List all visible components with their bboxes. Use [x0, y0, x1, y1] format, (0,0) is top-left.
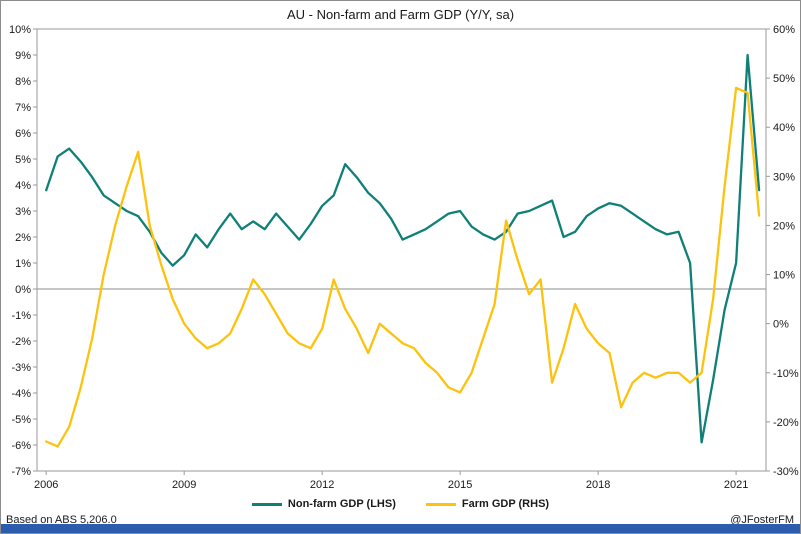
- y-left-tick-label: -7%: [11, 466, 31, 478]
- y-right-tick-label: 10%: [773, 270, 795, 282]
- y-right-tick-label: 50%: [773, 73, 795, 85]
- legend-item-farm: Farm GDP (RHS): [425, 498, 550, 510]
- source-note: Based on ABS 5,206.0: [6, 514, 117, 526]
- y-left-tick-label: 8%: [15, 76, 31, 88]
- x-tick-label: 2021: [724, 479, 748, 491]
- y-right-tick-label: 0%: [773, 319, 789, 331]
- y-right-tick-label: 30%: [773, 171, 795, 183]
- y-right-tick-label: -30%: [773, 466, 799, 478]
- legend-item-nonfarm: Non-farm GDP (LHS): [251, 498, 396, 510]
- x-tick-label: 2006: [34, 479, 58, 491]
- y-right-tick-label: 40%: [773, 122, 795, 134]
- y-left-tick-label: -2%: [11, 336, 31, 348]
- x-tick-label: 2009: [172, 479, 196, 491]
- y-left-tick-label: 10%: [9, 24, 31, 36]
- gdp-chart-svg: 10% 9% 8% 7% 6% 5% 4% 3% 2% 1% 0% -1% -2% -3% -4% -5% -6…: [9, 24, 799, 491]
- nonfarm-line-sample-icon: [251, 502, 282, 506]
- legend-label-farm: Farm GDP (RHS): [461, 498, 550, 510]
- y-left-tick-label: 5%: [15, 154, 31, 166]
- legend-label-nonfarm: Non-farm GDP (LHS): [287, 498, 396, 510]
- y-right-tick-label: -10%: [773, 368, 799, 380]
- y-left-tick-label: 9%: [15, 50, 31, 62]
- y-right-tick-label: 20%: [773, 220, 795, 232]
- x-tick-label: 2015: [448, 479, 472, 491]
- taskbar-strip: [1, 524, 800, 533]
- y-left-tick-label: -5%: [11, 414, 31, 426]
- legend: Non-farm GDP (LHS) Farm GDP (RHS): [1, 498, 800, 510]
- y-left-tick-label: -4%: [11, 388, 31, 400]
- nonfarm-gdp-line: [45, 53, 761, 444]
- y-left-tick-label: -1%: [11, 310, 31, 322]
- x-tick-label: 2012: [310, 479, 334, 491]
- y-left-tick-label: 4%: [15, 180, 31, 192]
- y-left-tick-label: 2%: [15, 232, 31, 244]
- farm-line-sample-icon: [425, 502, 456, 506]
- chart-title: AU - Non-farm and Farm GDP (Y/Y, sa): [286, 7, 515, 22]
- y-left-tick-label: 3%: [15, 206, 31, 218]
- y-right-tick-label: -20%: [773, 417, 799, 429]
- y-left-tick-label: 7%: [15, 102, 31, 114]
- y-left-tick-label: 1%: [15, 258, 31, 270]
- y-left-tick-label: 6%: [15, 128, 31, 140]
- farm-gdp-line: [45, 86, 761, 448]
- x-tick-label: 2018: [586, 479, 610, 491]
- y-left-tick-label: -6%: [11, 440, 31, 452]
- y-left-tick-label: 0%: [15, 284, 31, 296]
- plot-border: [36, 28, 767, 472]
- credit-handle: @JFosterFM: [730, 514, 794, 526]
- y-left-tick-label: -3%: [11, 362, 31, 374]
- y-right-tick-label: 60%: [773, 24, 795, 36]
